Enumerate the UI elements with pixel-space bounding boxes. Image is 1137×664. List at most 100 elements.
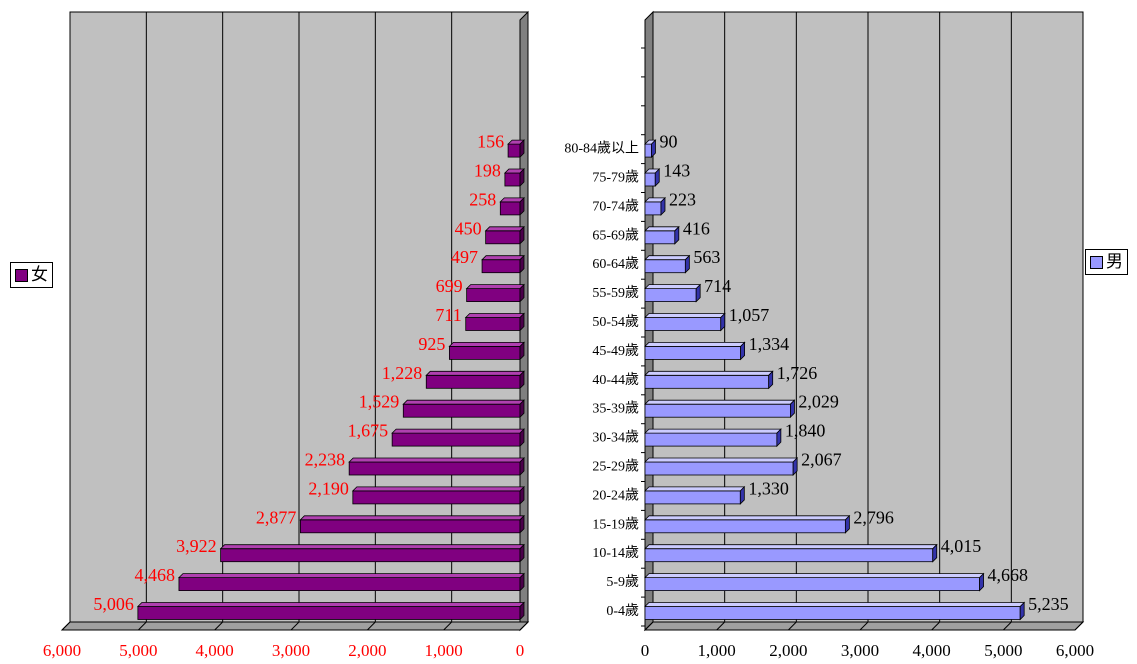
bar-end-face: [519, 283, 525, 303]
bar-end-face: [740, 341, 746, 361]
bar-top-face: [348, 457, 525, 463]
bar-top-face: [644, 573, 985, 578]
data-label: 563: [693, 247, 720, 267]
category-label: 45-49歲: [592, 343, 639, 359]
bar-end-face: [720, 312, 726, 332]
category-label: 40-44歲: [592, 372, 639, 388]
bar-end-face: [776, 428, 782, 448]
bar-top-face: [644, 602, 1026, 607]
bar-end-face: [519, 312, 525, 332]
bar-end-face: [519, 457, 525, 476]
data-label: 1,675: [348, 421, 389, 441]
category-label: 75-79歲: [592, 170, 639, 186]
bar-top-face: [481, 255, 525, 261]
data-label: 450: [455, 218, 482, 238]
data-label: 5,006: [93, 594, 134, 614]
bar-top-face: [464, 313, 525, 318]
bar-top-face: [644, 428, 782, 434]
x-tick-label: 5,000: [119, 641, 157, 660]
floor-gridline: [61, 621, 71, 631]
bar-top-face: [484, 226, 525, 232]
bar-end-face: [739, 485, 745, 505]
bar: [644, 548, 934, 563]
data-label: 4,015: [941, 536, 982, 556]
data-label: 1,330: [748, 478, 789, 498]
bar-end-face: [979, 572, 984, 592]
bar: [644, 577, 980, 591]
bar: [499, 201, 521, 216]
data-label: 156: [477, 132, 504, 152]
x-tick-label: 4,000: [913, 641, 951, 660]
data-label: 1,228: [382, 363, 423, 383]
legend-swatch-male: [1090, 255, 1103, 269]
bar: [465, 317, 521, 331]
category-label: 50-54歲: [592, 314, 639, 330]
x-tick-label: 1,000: [698, 641, 736, 660]
data-label: 2,877: [256, 507, 297, 527]
data-label: 1,529: [359, 392, 400, 412]
bar: [644, 345, 742, 360]
bar-end-face: [519, 601, 525, 621]
bar-top-face: [425, 370, 525, 376]
data-label: 497: [451, 247, 478, 267]
bar-top-face: [644, 255, 691, 261]
category-label: 55-59歲: [592, 285, 639, 301]
bar: [644, 288, 697, 303]
bar: [178, 577, 521, 591]
x-tick-label: 3,000: [841, 641, 879, 660]
bar-top-face: [644, 370, 774, 376]
category-label: 15-19歲: [592, 516, 639, 532]
category-label: 30-34歲: [592, 430, 639, 446]
bar: [391, 432, 521, 447]
bar: [299, 519, 521, 534]
bar-end-face: [519, 196, 525, 216]
bar: [507, 143, 521, 158]
floor-gridline: [443, 621, 453, 631]
bar-top-face: [644, 284, 702, 290]
data-label: 2,238: [305, 450, 346, 470]
floor-gridline: [716, 621, 726, 631]
bar-end-face: [654, 168, 660, 187]
data-label: 2,029: [798, 392, 839, 412]
bar-end-face: [519, 370, 525, 390]
bar-top-face: [644, 457, 799, 463]
bar: [485, 230, 521, 245]
bar: [644, 490, 741, 505]
data-label: 1,726: [777, 363, 818, 383]
data-label: 416: [683, 218, 710, 238]
category-label: 10-14歲: [592, 545, 639, 561]
x-tick-label: 6,000: [43, 641, 81, 660]
bar-end-face: [519, 225, 525, 245]
x-tick-label: 4,000: [196, 641, 234, 660]
bar: [644, 172, 656, 187]
bar-top-face: [136, 602, 525, 607]
bar: [402, 403, 521, 418]
category-label: 80-84歲以上: [564, 141, 639, 157]
category-label: 65-69歲: [592, 227, 639, 243]
bar: [348, 461, 521, 476]
category-label: 0-4歲: [606, 603, 639, 619]
bar-top-face: [644, 515, 851, 521]
bar: [466, 288, 521, 303]
bar-top-face: [177, 573, 525, 578]
floor-gridline: [644, 621, 654, 631]
bar: [644, 403, 791, 418]
data-label: 4,468: [134, 565, 175, 585]
legend-label-male: 男: [1106, 252, 1123, 271]
bar: [644, 201, 662, 216]
bar-end-face: [660, 196, 666, 216]
bar-end-face: [519, 572, 525, 592]
floor-gridline: [137, 621, 147, 631]
bar-top-face: [299, 515, 525, 521]
data-label: 714: [704, 276, 731, 296]
legend-male: 男: [1085, 249, 1128, 275]
floor-gridline: [931, 621, 941, 631]
data-label: 3,922: [176, 536, 217, 556]
bar-end-face: [519, 514, 525, 534]
floor-gridline: [1074, 621, 1084, 631]
bar-top-face: [391, 428, 525, 434]
legend-swatch-female: [15, 268, 28, 282]
bar-top-face: [402, 399, 525, 405]
bar-end-face: [519, 254, 525, 274]
bar: [644, 432, 778, 447]
